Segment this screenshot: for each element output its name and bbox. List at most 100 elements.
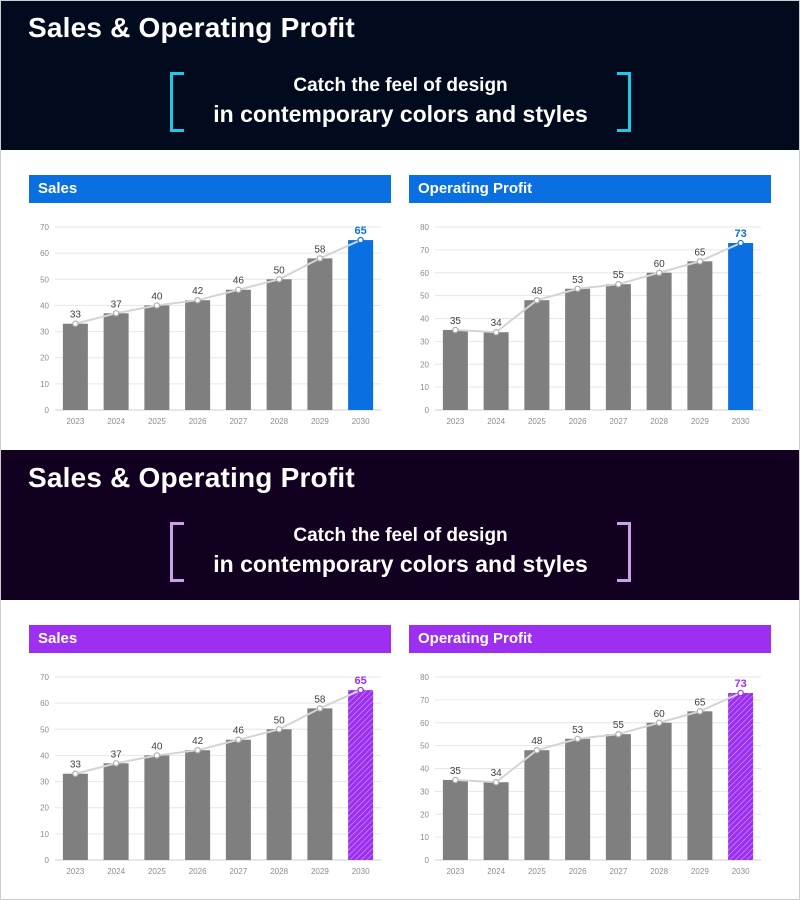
bar [483,782,509,860]
trend-marker [615,280,622,288]
trend-marker [275,276,283,283]
bar [687,261,713,410]
x-tick-label: 2029 [691,417,709,426]
x-tick-label: 2028 [650,417,668,426]
bar [103,313,129,410]
bar [307,258,333,410]
x-tick-label: 2026 [569,417,587,426]
y-tick-label: 30 [40,328,49,337]
trend-line [75,689,362,775]
trend-marker [357,236,364,244]
trend-marker [533,746,541,754]
y-tick-label: 40 [40,301,49,310]
x-tick-label: 2023 [446,417,464,426]
tagline: Catch the feel of design in contemporary… [170,522,631,582]
x-tick-label: 2023 [66,417,84,426]
x-tick-label: 2029 [311,417,329,426]
trend-marker [615,730,622,738]
trend-marker [72,770,79,777]
trend-marker [696,708,704,715]
y-tick-label: 80 [420,673,429,682]
bar [442,329,468,410]
tagline-line-1: Catch the feel of design [293,525,508,546]
trend-marker [194,746,201,754]
x-tick-label: 2029 [691,867,709,876]
data-label: 48 [531,286,543,297]
x-tick-label: 2025 [148,417,166,426]
bar [185,300,211,410]
trend-marker [112,760,120,767]
bar [646,722,672,860]
data-label: 33 [70,760,82,771]
x-tick-label: 2026 [189,417,207,426]
y-tick-label: 60 [40,249,49,258]
x-tick-label: 2024 [107,417,125,426]
bar [524,750,550,860]
y-tick-label: 50 [420,742,429,751]
data-label: 65 [694,247,706,258]
y-tick-label: 10 [420,383,429,392]
highlight-bar [348,690,374,860]
y-tick-label: 20 [40,354,49,363]
y-tick-label: 40 [420,765,429,774]
data-label: 40 [151,741,163,752]
data-label: 42 [192,736,204,747]
x-tick-label: 2025 [528,867,546,876]
trend-marker [533,296,541,304]
highlight-data-label: 73 [735,228,747,240]
bar [62,773,88,860]
y-tick-label: 0 [45,856,50,865]
x-tick-label: 2027 [609,417,627,426]
section-blue: Sales & Operating Profit Catch the feel … [0,0,800,426]
trend-marker [655,719,663,726]
x-tick-label: 2027 [229,417,247,426]
y-tick-label: 0 [45,406,50,415]
x-tick-label: 2027 [229,867,247,876]
data-label: 53 [572,725,584,736]
y-tick-label: 80 [420,223,429,232]
data-label: 48 [531,736,543,747]
trend-marker [112,310,120,317]
y-tick-label: 40 [420,315,429,324]
y-tick-label: 70 [40,223,49,232]
data-label: 60 [654,709,666,720]
y-tick-label: 10 [40,380,49,389]
data-label: 40 [151,291,163,302]
y-tick-label: 0 [425,406,430,415]
data-label: 46 [233,726,245,737]
left-bracket-icon [170,522,184,582]
trend-marker [72,320,79,327]
highlight-bar [728,243,754,410]
y-tick-label: 50 [40,275,49,284]
bar [565,288,591,410]
bar [646,272,672,410]
x-tick-label: 2030 [352,867,370,876]
trend-marker [574,285,581,292]
trend-marker [492,329,500,336]
x-tick-label: 2025 [148,867,166,876]
data-label: 53 [572,275,584,286]
trend-marker [194,296,201,304]
tagline-line-2: in contemporary colors and styles [213,101,588,127]
trend-marker [452,776,459,784]
x-tick-label: 2029 [311,867,329,876]
trend-marker [452,326,459,334]
y-tick-label: 20 [420,810,429,819]
bar [225,739,251,860]
data-label: 37 [111,299,123,310]
left-bracket-icon [170,72,184,132]
data-label: 35 [450,766,462,777]
data-label: 37 [111,749,123,760]
operating-profit-panel-header: Operating Profit [409,175,771,203]
trend-marker [737,689,744,697]
bar [605,734,631,860]
y-tick-label: 10 [40,830,49,839]
data-label: 58 [314,694,326,705]
trend-marker [275,726,283,733]
data-label: 55 [613,270,625,281]
right-bracket-icon [617,72,631,132]
trend-line [75,239,362,325]
